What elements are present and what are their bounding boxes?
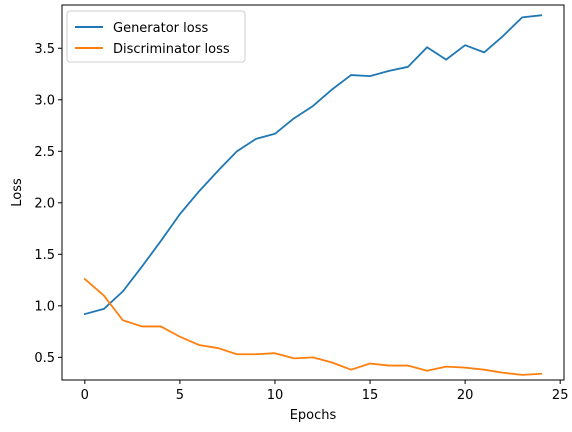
y-axis-label: Loss (10, 178, 25, 207)
x-axis-label: Epochs (290, 408, 337, 423)
y-tick-label: 2.0 (34, 196, 55, 211)
x-tick-label: 0 (81, 388, 89, 403)
x-tick-label: 5 (176, 388, 184, 403)
legend: Generator loss Discriminator loss (66, 10, 246, 63)
y-tick-label: 1.0 (34, 299, 55, 314)
legend-box (66, 10, 246, 63)
y-tick-label: 3.0 (34, 93, 55, 108)
series-line-discriminator-loss (83, 277, 543, 376)
x-tick-label: 20 (457, 388, 474, 403)
x-tick-label: 25 (552, 388, 569, 403)
series-line-generator-loss (83, 14, 543, 316)
x-axis-ticks: 0 5 10 15 20 25 (81, 380, 569, 403)
legend-label-generator-loss: Generator loss (113, 21, 208, 36)
y-tick-label: 1.5 (34, 248, 55, 263)
y-tick-label: 2.5 (34, 145, 55, 160)
y-tick-label: 0.5 (34, 351, 55, 366)
plot-frame (61, 4, 565, 381)
x-tick-label: 10 (267, 388, 284, 403)
y-axis-ticks: 0.5 1.0 1.5 2.0 2.5 3.0 3.5 (34, 42, 62, 366)
y-tick-label: 3.5 (34, 42, 55, 57)
legend-label-discriminator-loss: Discriminator loss (113, 42, 230, 57)
plot-area (62, 5, 564, 380)
x-tick-label: 15 (362, 388, 379, 403)
series-layer (83, 14, 543, 376)
